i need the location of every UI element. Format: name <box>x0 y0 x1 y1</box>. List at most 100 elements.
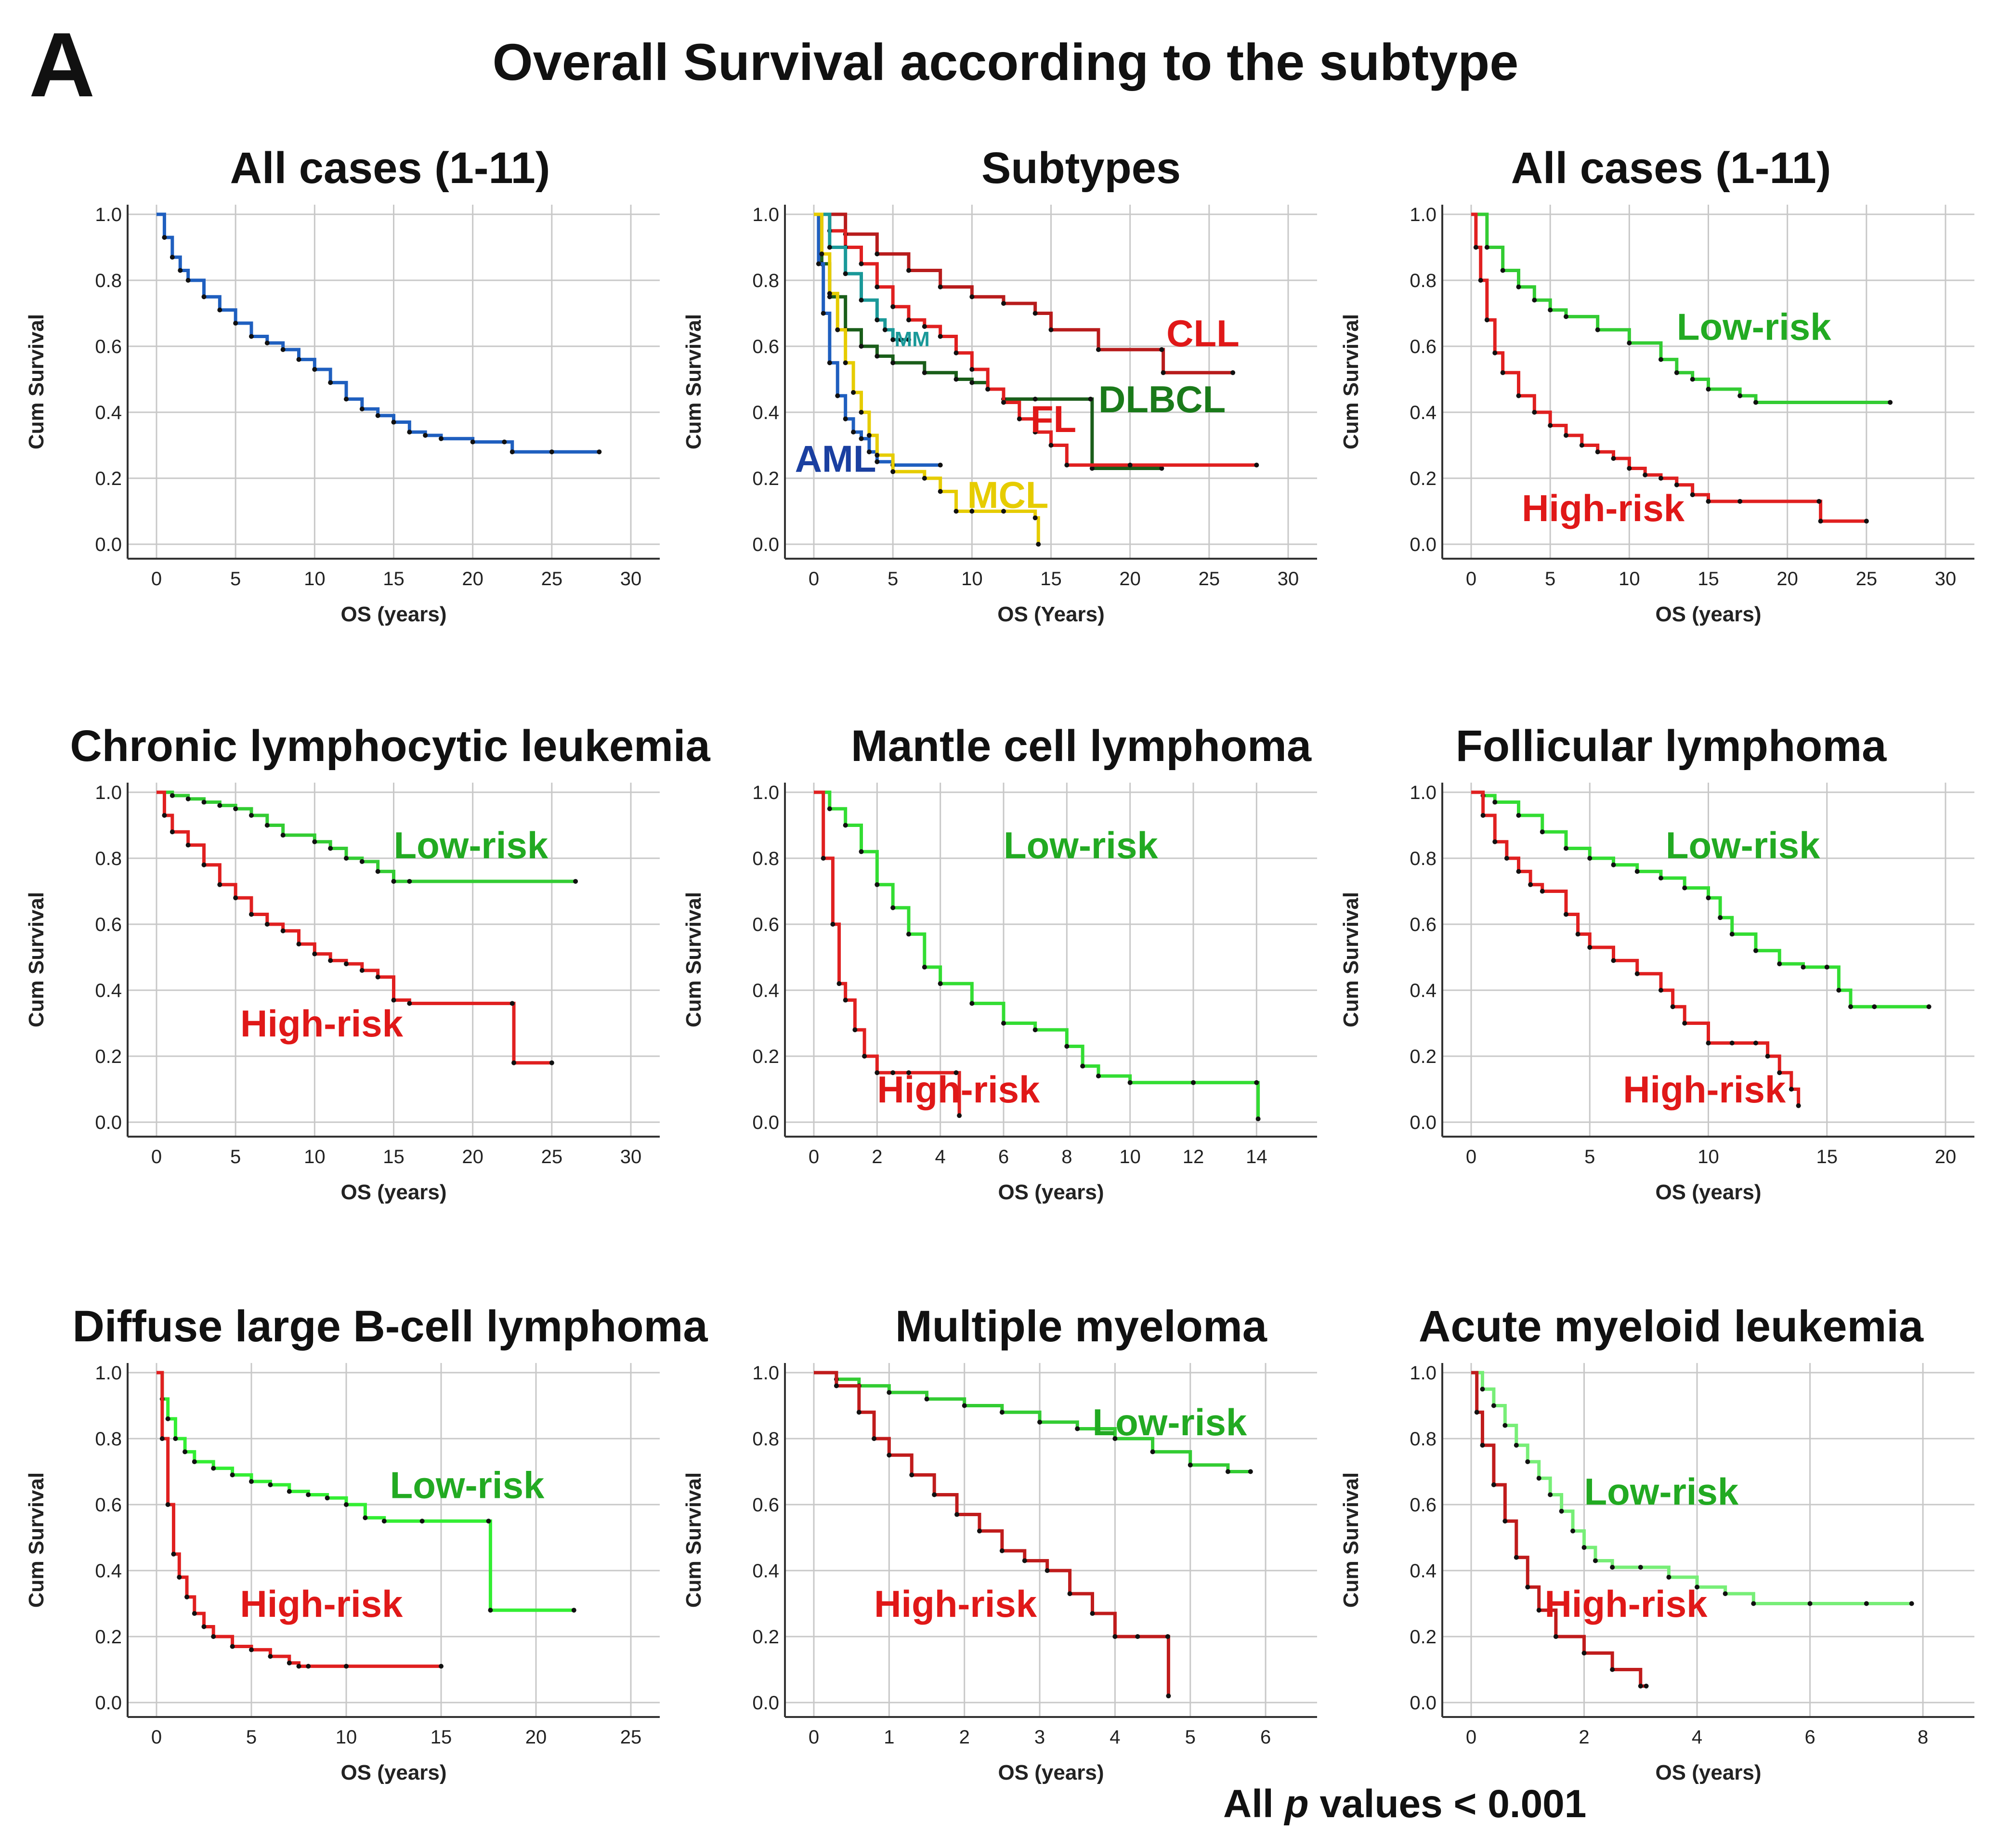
censor-mark <box>1480 1387 1485 1392</box>
y-axis-label: Cum Survival <box>25 1472 48 1608</box>
censor-mark <box>268 1654 273 1659</box>
y-tick-label: 0.6 <box>1410 1494 1436 1516</box>
censor-mark <box>549 1060 554 1065</box>
x-tick-label: 12 <box>1183 1146 1204 1167</box>
censor-mark <box>1658 988 1663 993</box>
x-tick-label: 20 <box>525 1727 547 1748</box>
y-tick-label: 1.0 <box>1410 204 1436 225</box>
x-tick-label: 2 <box>1579 1727 1589 1748</box>
censor-mark <box>1864 1601 1869 1606</box>
censor-mark <box>1096 1074 1101 1079</box>
censor-mark <box>856 1410 862 1415</box>
censor-mark <box>249 912 254 917</box>
figure-title: Overall Survival according to the subtyp… <box>492 33 1519 91</box>
censor-mark <box>1525 1459 1530 1464</box>
censor-mark <box>230 1472 235 1478</box>
y-tick-label: 0.4 <box>95 980 122 1001</box>
y-tick-label: 0.4 <box>1410 402 1436 423</box>
x-tick-label: 2 <box>959 1727 970 1748</box>
censor-mark <box>325 1495 330 1501</box>
censor-mark <box>999 1548 1005 1553</box>
p-italic: p <box>1284 1782 1309 1826</box>
censor-mark <box>1474 1410 1479 1415</box>
censor-mark <box>1627 341 1632 346</box>
chart-title: Subtypes <box>981 144 1181 193</box>
chart-mm: Multiple myeloma 0 1 2 3 4 5 6 0.0 0.2 0.4 0.6 0.8 1.… <box>682 1302 1317 1784</box>
censor-mark <box>1090 1611 1095 1616</box>
censor-mark <box>866 449 872 455</box>
x-tick-label: 20 <box>1935 1146 1957 1167</box>
censor-mark <box>1559 1508 1564 1514</box>
survival-curve-low-risk <box>1471 790 1929 1009</box>
y-tick-label: 0.8 <box>752 270 779 291</box>
censor-mark <box>875 251 880 257</box>
censor-mark <box>827 360 832 366</box>
y-tick-label: 0.2 <box>1410 468 1436 489</box>
y-tick-label: 0.4 <box>95 1560 122 1582</box>
censor-mark <box>423 433 428 438</box>
censor-mark <box>1484 317 1489 323</box>
censor-mark <box>287 1660 292 1665</box>
censor-mark <box>1480 1442 1485 1448</box>
censor-mark <box>1001 301 1006 306</box>
censor-mark <box>969 380 975 385</box>
x-tick-label: 0 <box>1466 1146 1476 1167</box>
censor-mark <box>1516 813 1521 818</box>
y-tick-label: 1.0 <box>752 782 779 803</box>
censor-mark <box>906 931 911 937</box>
censor-mark <box>875 459 880 464</box>
censor-mark <box>890 905 896 910</box>
censor-mark <box>890 304 896 309</box>
censor-mark <box>159 1436 165 1441</box>
censor-mark <box>1729 1040 1735 1046</box>
censor-mark <box>1017 416 1022 421</box>
chart-title: Mantle cell lymphoma <box>851 721 1312 771</box>
censor-mark <box>264 823 270 828</box>
censor-mark <box>875 1070 880 1075</box>
x-tick-label: 15 <box>1698 568 1719 590</box>
censor-mark <box>192 1611 197 1616</box>
censor-mark <box>391 997 396 1003</box>
censor-mark <box>1751 1601 1756 1606</box>
chart-cll: Chronic lymphocytic leukemia 0 5 10 15 20 25 30… <box>25 721 710 1204</box>
censor-mark <box>344 856 349 861</box>
censor-mark <box>1690 377 1695 382</box>
y-tick-label: 1.0 <box>95 204 122 225</box>
y-tick-label: 1.0 <box>1410 782 1436 803</box>
x-tick-label: 15 <box>383 568 405 590</box>
censor-mark <box>1737 393 1743 398</box>
censor-mark <box>1864 519 1869 524</box>
censor-mark <box>1888 400 1893 405</box>
censor-mark <box>1634 971 1640 976</box>
censor-mark <box>1587 856 1593 861</box>
censor-mark <box>1248 1469 1253 1474</box>
x-tick-label: 25 <box>620 1727 642 1748</box>
y-tick-label: 1.0 <box>752 1363 779 1384</box>
x-axis-label: OS (years) <box>998 1180 1104 1204</box>
curve-label-high-risk: High-risk <box>240 1002 404 1045</box>
censor-mark <box>969 367 975 372</box>
censor-mark <box>375 413 380 418</box>
chart-title: Diffuse large B-cell lymphoma <box>73 1302 708 1351</box>
censor-mark <box>233 321 238 326</box>
censor-mark <box>1816 498 1822 504</box>
censor-mark <box>1096 347 1101 352</box>
x-tick-label: 10 <box>1619 568 1640 590</box>
censor-mark <box>407 1001 412 1006</box>
y-tick-label: 0.0 <box>1410 1112 1436 1133</box>
censor-mark <box>1729 931 1735 937</box>
censor-mark <box>1627 466 1632 471</box>
y-axis-label: Cum Survival <box>1339 1472 1363 1608</box>
censor-mark <box>230 1644 235 1649</box>
chart-title: Acute myeloid leukemia <box>1419 1302 1924 1351</box>
censor-mark <box>852 1027 858 1033</box>
censor-mark <box>922 476 927 481</box>
x-tick-label: 10 <box>304 1146 326 1167</box>
censor-mark <box>1516 393 1521 398</box>
censor-mark <box>922 324 927 329</box>
censor-mark <box>1753 400 1758 405</box>
censor-mark <box>1581 1545 1587 1550</box>
censor-mark <box>953 350 959 355</box>
censor-mark <box>1706 387 1711 392</box>
censor-mark <box>217 882 222 887</box>
